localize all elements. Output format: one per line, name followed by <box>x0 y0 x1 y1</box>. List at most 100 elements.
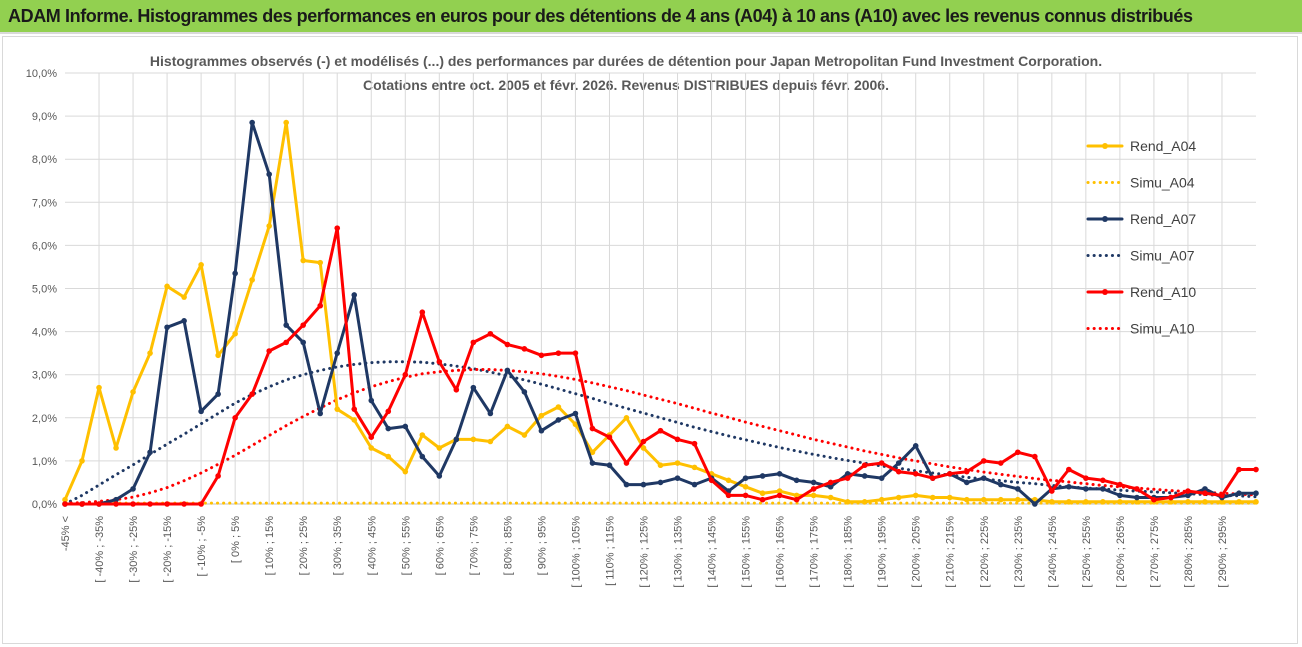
data-point-rend-a04 <box>249 277 255 283</box>
data-point-rend-a07 <box>861 473 868 479</box>
data-point-rend-a10 <box>691 440 698 447</box>
data-point-rend-a04 <box>810 492 817 499</box>
data-point-rend-a04 <box>980 496 987 503</box>
data-point-rend-a07 <box>640 481 647 488</box>
data-point-rend-a07 <box>249 119 255 126</box>
data-point-rend-a04 <box>1117 499 1123 505</box>
data-point-rend-a04 <box>1236 499 1242 505</box>
data-point-rend-a10 <box>1049 488 1055 494</box>
data-point-rend-a07 <box>997 481 1004 488</box>
data-point-rend-a10 <box>538 352 545 359</box>
data-point-rend-a10 <box>810 486 817 492</box>
x-tick-label: [ -40% ; -35% <box>94 516 106 583</box>
data-point-rend-a04 <box>929 494 936 501</box>
data-point-rend-a07 <box>606 462 613 469</box>
data-point-rend-a04 <box>742 483 749 490</box>
x-tick-label: [ 150% ; 155% <box>741 516 753 588</box>
data-point-rend-a07 <box>130 486 136 492</box>
data-point-rend-a04 <box>1066 499 1072 505</box>
data-point-rend-a04 <box>640 445 647 451</box>
data-point-rend-a10 <box>759 496 766 503</box>
data-point-rend-a04 <box>657 462 664 469</box>
data-point-rend-a10 <box>1066 466 1072 473</box>
data-point-rend-a10 <box>878 460 885 466</box>
data-point-rend-a04 <box>691 464 698 471</box>
data-point-rend-a10 <box>249 391 255 397</box>
data-point-rend-a04 <box>1100 499 1106 505</box>
data-point-rend-a10 <box>215 473 221 479</box>
data-point-rend-a10 <box>725 492 732 499</box>
data-point-rend-a07 <box>1100 486 1106 492</box>
data-point-rend-a04 <box>436 445 443 451</box>
x-tick-label: [ -20% ; -15% <box>162 516 174 583</box>
data-point-rend-a04 <box>130 389 136 395</box>
data-point-rend-a10 <box>827 479 834 486</box>
data-point-rend-a07 <box>1032 501 1038 507</box>
data-point-rend-a04 <box>181 294 187 300</box>
data-point-rend-a04 <box>521 432 528 438</box>
report-banner: ADAM Informe. Histogrammes des performan… <box>0 0 1302 34</box>
data-point-rend-a10 <box>266 348 272 354</box>
data-point-rend-a04 <box>368 445 375 451</box>
x-tick-label: [ 120% ; 125% <box>638 516 650 588</box>
data-point-rend-a04 <box>963 496 970 503</box>
series-line-simu-a10 <box>63 368 1258 505</box>
data-point-rend-a07 <box>368 397 375 404</box>
plot-area <box>62 119 1259 507</box>
data-point-rend-a10 <box>623 460 630 466</box>
data-point-rend-a10 <box>79 501 85 507</box>
data-point-rend-a07 <box>1202 486 1208 492</box>
chart-title-line2: Cotations entre oct. 2005 et févr. 2026.… <box>363 77 889 93</box>
data-point-rend-a10 <box>997 460 1004 466</box>
x-tick-label: [ -30% ; -25% <box>128 516 140 583</box>
data-point-rend-a10 <box>1083 475 1089 481</box>
data-point-rend-a10 <box>1185 488 1191 494</box>
data-point-rend-a07 <box>589 460 596 466</box>
data-point-rend-a04 <box>1049 499 1055 505</box>
data-point-rend-a10 <box>147 501 153 507</box>
data-point-rend-a07 <box>1236 490 1242 497</box>
data-point-rend-a07 <box>232 270 238 277</box>
y-tick-label: 2,0% <box>32 413 57 425</box>
data-point-rend-a04 <box>504 423 511 430</box>
data-point-rend-a10 <box>334 225 341 231</box>
data-point-rend-a10 <box>640 438 647 445</box>
data-point-rend-a07 <box>1083 486 1089 492</box>
data-point-rend-a07 <box>912 443 919 449</box>
data-point-rend-a04 <box>1015 496 1021 503</box>
data-point-rend-a07 <box>317 410 324 417</box>
data-point-rend-a10 <box>776 492 783 499</box>
data-point-rend-a10 <box>844 475 851 481</box>
data-point-rend-a10 <box>1032 453 1038 460</box>
x-tick-label: [ 230% ; 235% <box>1013 516 1025 588</box>
data-point-rend-a10 <box>912 471 919 477</box>
data-point-rend-a10 <box>113 501 119 507</box>
data-point-rend-a10 <box>130 501 136 507</box>
data-point-rend-a04 <box>62 496 68 503</box>
data-point-rend-a04 <box>232 330 238 337</box>
data-point-rend-a07 <box>147 449 153 456</box>
data-point-rend-a10 <box>1219 492 1225 499</box>
data-point-rend-a07 <box>351 292 358 298</box>
data-point-rend-a07 <box>759 473 766 479</box>
data-point-rend-a10 <box>742 492 749 499</box>
data-point-rend-a10 <box>198 501 204 507</box>
data-point-rend-a04 <box>759 490 766 497</box>
data-point-rend-a10 <box>1168 494 1174 501</box>
data-point-rend-a10 <box>1117 481 1123 488</box>
legend-marker <box>1102 289 1108 295</box>
data-point-rend-a04 <box>385 453 392 460</box>
data-point-rend-a10 <box>946 471 953 477</box>
legend-label-simu-a07: Simu_A07 <box>1130 248 1195 264</box>
data-point-rend-a10 <box>1236 466 1242 473</box>
data-point-rend-a10 <box>1151 496 1157 503</box>
data-point-rend-a04 <box>198 261 204 268</box>
data-point-rend-a04 <box>266 223 272 229</box>
data-point-rend-a10 <box>708 477 715 484</box>
y-tick-label: 7,0% <box>32 197 57 209</box>
y-tick-label: 1,0% <box>32 456 57 468</box>
x-tick-label: [ 250% ; 255% <box>1081 516 1093 588</box>
legend-marker <box>1102 143 1108 149</box>
data-point-rend-a04 <box>946 494 953 501</box>
